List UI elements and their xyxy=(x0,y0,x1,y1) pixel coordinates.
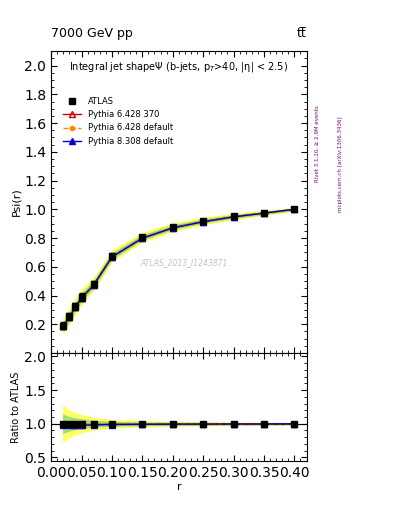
Text: ATLAS_2013_I1243871: ATLAS_2013_I1243871 xyxy=(140,258,228,267)
Y-axis label: Ratio to ATLAS: Ratio to ATLAS xyxy=(11,371,22,442)
Text: Rivet 3.1.10, ≥ 2.9M events: Rivet 3.1.10, ≥ 2.9M events xyxy=(314,105,320,182)
Y-axis label: Psi(r): Psi(r) xyxy=(11,188,21,217)
X-axis label: r: r xyxy=(176,482,181,493)
Text: mcplots.cern.ch [arXiv:1306.3436]: mcplots.cern.ch [arXiv:1306.3436] xyxy=(338,116,343,211)
Legend: ATLAS, Pythia 6.428 370, Pythia 6.428 default, Pythia 8.308 default: ATLAS, Pythia 6.428 370, Pythia 6.428 de… xyxy=(59,94,176,149)
Text: tt̅: tt̅ xyxy=(297,27,307,40)
Text: 7000 GeV pp: 7000 GeV pp xyxy=(51,27,133,40)
Text: Integral jet shapeΨ (b-jets, p$_T$>40, |η| < 2.5): Integral jet shapeΨ (b-jets, p$_T$>40, |… xyxy=(69,60,288,74)
